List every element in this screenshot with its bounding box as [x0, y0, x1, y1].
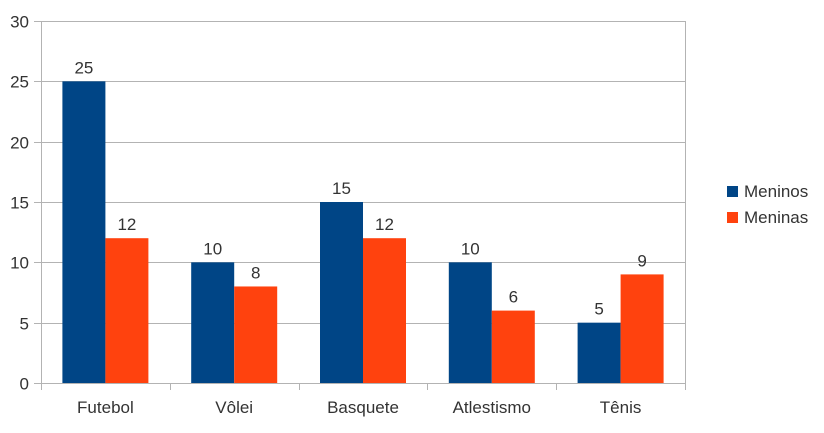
y-tick-label: 10: [10, 254, 29, 273]
x-tick-label: Atlestismo: [453, 398, 531, 417]
legend-label: Meninos: [744, 182, 808, 201]
x-tick-label: Futebol: [77, 398, 134, 417]
legend-swatch: [727, 186, 738, 197]
bar: [62, 81, 106, 383]
data-label: 10: [203, 239, 222, 258]
x-tick-label: Basquete: [327, 398, 399, 417]
y-tick-label: 0: [20, 375, 29, 394]
y-tick-label: 20: [10, 134, 29, 153]
y-tick-label: 25: [10, 73, 29, 92]
bar: [577, 322, 621, 383]
bar: [105, 238, 149, 383]
bar: [620, 274, 664, 383]
y-axis: 0 5 10 15 20 25 30: [10, 13, 42, 394]
data-label: 5: [594, 300, 603, 319]
x-tick-label: Tênis: [600, 398, 642, 417]
data-label: 9: [637, 251, 646, 270]
data-label: 12: [117, 215, 136, 234]
data-label: 6: [509, 288, 518, 307]
legend-swatch: [727, 212, 738, 223]
data-label: 10: [461, 239, 480, 258]
legend-label: Meninas: [744, 208, 808, 227]
data-label: 25: [74, 58, 93, 77]
legend: Meninos Meninas: [727, 182, 808, 227]
bar: [234, 286, 278, 383]
bar: [320, 202, 363, 383]
data-label: 12: [375, 215, 394, 234]
bar: [363, 238, 406, 383]
y-tick-label: 5: [20, 315, 29, 334]
bar: [491, 310, 535, 383]
x-tick-label: Vôlei: [215, 398, 253, 417]
x-axis: Futebol Vôlei Basquete Atlestismo Tênis: [41, 383, 686, 417]
data-label: 8: [251, 263, 260, 282]
bars: 25 10 15 10 5 12 8 12 6 9: [62, 58, 664, 383]
bar: [191, 262, 235, 383]
y-tick-label: 15: [10, 194, 29, 213]
y-tick-label: 30: [10, 13, 29, 32]
bar: [448, 262, 492, 383]
data-label: 15: [332, 179, 351, 198]
